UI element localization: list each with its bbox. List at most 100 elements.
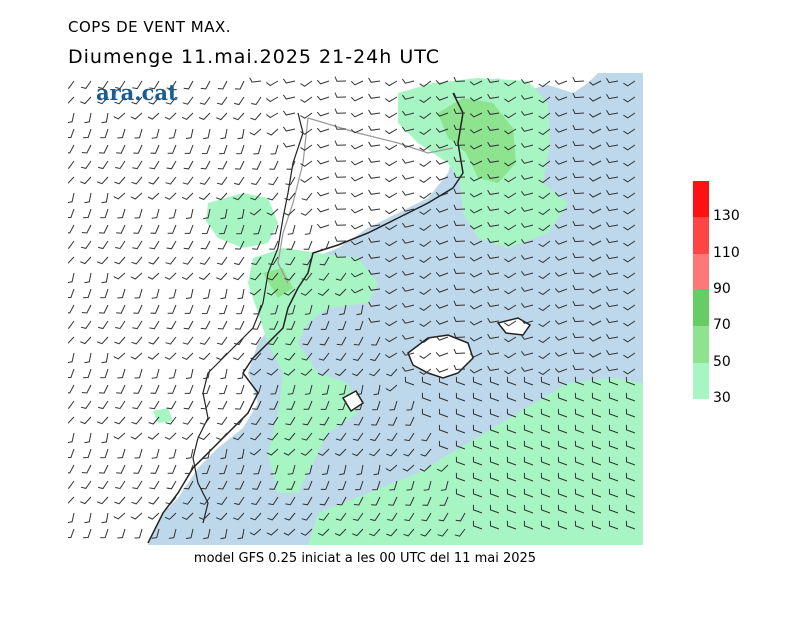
wind-barb [80, 320, 92, 329]
wind-barb [114, 496, 126, 505]
wind-barb [185, 128, 194, 139]
wind-barb [184, 224, 194, 234]
wind-barb [574, 456, 585, 466]
wind-barb [168, 288, 177, 299]
wind-barb [300, 96, 313, 103]
wind-barb [151, 368, 160, 379]
wind-barb [421, 432, 432, 442]
wind-barb [350, 272, 364, 278]
wind-barb [419, 352, 432, 360]
wind-barb [68, 384, 75, 394]
wind-barb [334, 528, 347, 537]
wind-barb [540, 424, 551, 434]
wind-barb [134, 368, 143, 379]
wind-barb [167, 144, 177, 154]
wind-barb [557, 424, 568, 434]
wind-barb [520, 271, 534, 276]
wind-barb [252, 240, 262, 250]
gust-zone-pyrenees [206, 193, 278, 248]
wind-barb [523, 376, 534, 386]
legend-swatch [693, 362, 709, 399]
wind-barb [469, 224, 483, 230]
wind-barb [283, 288, 296, 296]
wind-barb [68, 432, 75, 443]
wind-barb [265, 112, 279, 119]
wind-barb [386, 448, 398, 457]
wind-barb [419, 304, 432, 312]
wind-barb [167, 464, 177, 474]
wind-barb [385, 176, 398, 183]
wind-barb [453, 364, 466, 371]
wind-barb [267, 432, 279, 441]
wind-barb [404, 376, 415, 386]
wind-barb [336, 496, 347, 506]
wind-barb [81, 144, 92, 154]
wind-barb [97, 160, 109, 170]
wind-barb [283, 208, 296, 216]
wind-barb [282, 110, 296, 116]
wind-barb [321, 304, 330, 315]
wind-barb [250, 112, 262, 121]
wind-barb [334, 236, 347, 242]
wind-barb [150, 384, 160, 394]
wind-barb [304, 224, 313, 235]
map-canvas [68, 73, 643, 545]
wind-barb [147, 352, 160, 360]
wind-barb [520, 191, 534, 196]
wind-barb [453, 124, 466, 131]
wind-barb [453, 188, 466, 195]
wind-barb [435, 271, 449, 277]
wind-barb [287, 224, 296, 235]
wind-barb [453, 108, 466, 115]
wind-barb [623, 256, 636, 263]
wind-barb [538, 240, 551, 248]
wind-barb [269, 400, 279, 410]
wind-barb [572, 316, 585, 323]
wind-barb [419, 320, 432, 328]
wind-barb [435, 79, 449, 85]
wind-barb [385, 384, 398, 392]
wind-barb [216, 512, 228, 521]
wind-barb [133, 464, 143, 474]
wind-barb [487, 205, 500, 211]
wind-barb [401, 270, 415, 276]
wind-barb [419, 336, 432, 344]
wind-barb [287, 304, 296, 315]
wind-barb [183, 400, 194, 410]
wind-barb [68, 128, 75, 139]
wind-barb [168, 448, 177, 459]
wind-barb [453, 172, 466, 179]
wind-barb [606, 254, 619, 260]
wind-barb [606, 238, 619, 244]
wind-barb [352, 432, 364, 441]
wind-barb [504, 144, 517, 151]
wind-barb [132, 240, 143, 250]
wind-barb [132, 80, 143, 90]
wind-barb [68, 400, 75, 409]
wind-barb [538, 160, 551, 168]
wind-barb [318, 432, 330, 441]
wind-barb [606, 190, 619, 196]
wind-barb [150, 464, 160, 474]
wind-barb [117, 528, 126, 539]
wind-barb [368, 317, 381, 323]
wind-barb [439, 496, 449, 506]
wind-barb [99, 464, 109, 474]
wind-barb [591, 440, 602, 450]
wind-barb [198, 272, 211, 281]
wind-barb [83, 208, 92, 219]
wind-barb [233, 336, 245, 346]
wind-barb [574, 488, 585, 498]
wind-barb [302, 336, 313, 346]
wind-barb [302, 496, 313, 506]
wind-barb [401, 302, 415, 308]
wind-barb [80, 480, 92, 489]
wind-barb [164, 272, 177, 280]
wind-barb [487, 365, 500, 371]
wind-barb [216, 496, 228, 505]
wind-barb [386, 368, 398, 377]
wind-barb [168, 208, 177, 219]
wind-barb [608, 504, 619, 514]
wind-barb [352, 368, 364, 377]
wind-barb [115, 240, 126, 250]
